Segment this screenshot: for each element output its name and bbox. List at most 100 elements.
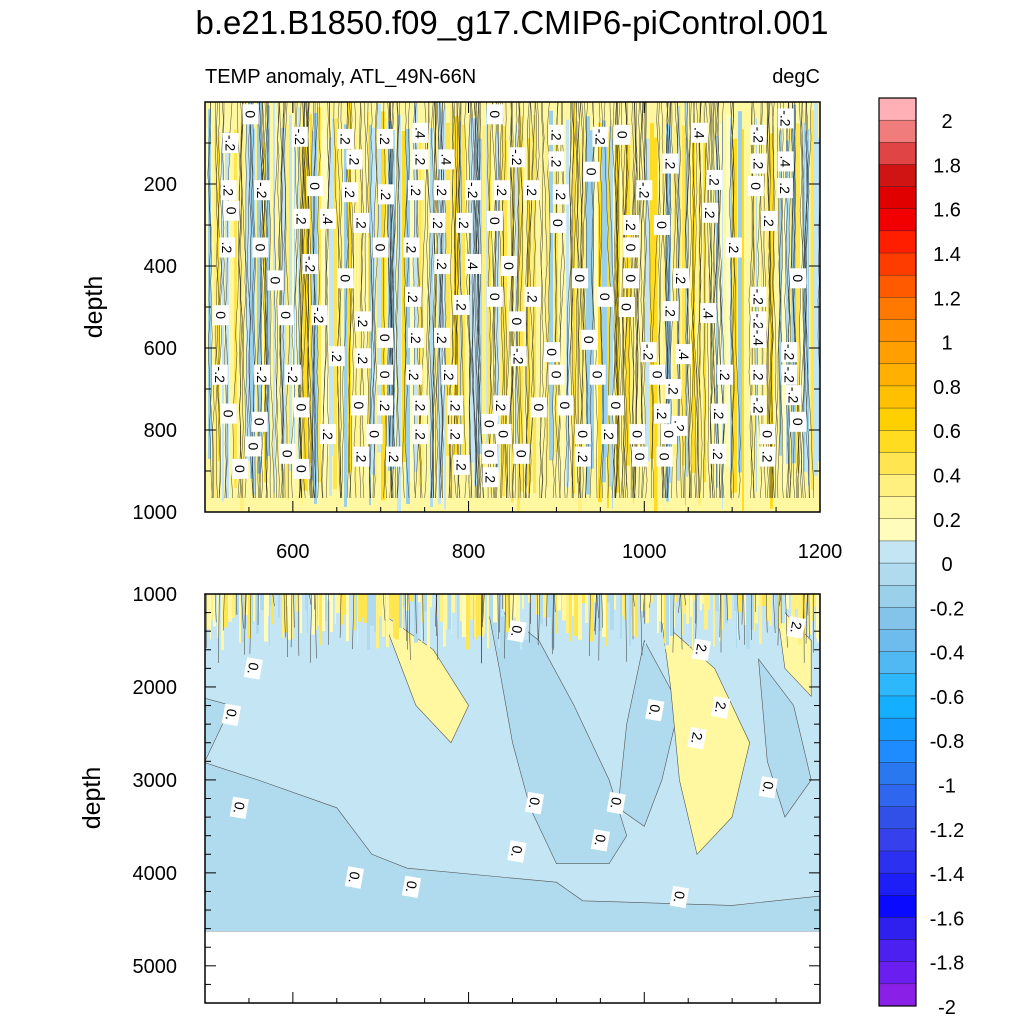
upper-contour-line (804, 102, 810, 499)
upper-field-stripe (458, 116, 460, 474)
upper-field-stripe (505, 140, 507, 482)
lower-field-stripe (300, 594, 302, 633)
upper-contour-line (729, 102, 734, 499)
lower-field-stripe (325, 594, 327, 622)
lower-contour-label-box (243, 657, 263, 680)
colorbar-swatch (878, 872, 917, 896)
upper-contour-label: 0 (596, 286, 613, 307)
upper-field-stripe (275, 133, 278, 453)
upper-contour-label: -.2 (750, 286, 767, 307)
upper-contour-label-text: -.2 (285, 367, 301, 384)
upper-contour-label-box (320, 208, 336, 229)
lower-field-stripe (294, 594, 296, 647)
lower-field-stripe (252, 594, 253, 624)
upper-contour-label-box (510, 346, 527, 367)
upper-contour-label: .2 (377, 395, 394, 416)
upper-contour-label: -.2 (254, 180, 271, 201)
upper-field-stripe (528, 138, 530, 494)
lower-contour-line (680, 594, 683, 650)
lower-contour-label-text: 0. (230, 801, 248, 815)
upper-contour-label-box (486, 104, 503, 125)
lower-contour-line (779, 594, 782, 606)
colorbar-swatch (878, 274, 917, 298)
upper-field-stripe (586, 116, 590, 495)
lower-contour-label: 0. (344, 866, 365, 889)
upper-contour-label: .2 (447, 395, 464, 416)
lower-contour-line (249, 594, 252, 654)
upper-contour-label-text: .2 (404, 242, 420, 254)
upper-contour-line (333, 102, 342, 499)
lower-contour-line (290, 594, 293, 648)
upper-contour-label: 0 (574, 424, 591, 445)
upper-contour-label: 0 (252, 237, 269, 258)
lower-field-stripe (766, 594, 769, 622)
lower-contour-line (297, 594, 300, 656)
colorbar-label: 0.8 (933, 377, 961, 399)
upper-contour-label-text: .2 (663, 158, 679, 170)
upper-contour-label-box (302, 254, 319, 274)
upper-contour-label-box (486, 286, 503, 307)
colorbar-swatch (878, 983, 917, 1007)
upper-x-tick-label: 800 (452, 541, 485, 563)
lower-contour-line (529, 594, 531, 643)
upper-contour-label-box (486, 210, 503, 231)
lower-field-stripe (759, 594, 762, 645)
upper-field-stripe (515, 124, 517, 465)
lower-contour-label-text: 0. (592, 833, 610, 847)
lower-field-stripe (785, 594, 789, 610)
upper-field-stripe (654, 137, 657, 512)
lower-field-stripe (582, 594, 585, 604)
upper-contour-label: .2 (673, 268, 690, 289)
upper-contour-label-box (405, 286, 422, 307)
upper-contour-line (566, 102, 582, 499)
upper-contour-label-box (653, 215, 670, 235)
upper-contour-label: .2 (407, 180, 424, 201)
lower-field-stripe (374, 594, 376, 632)
upper-contour-line (684, 102, 691, 499)
upper-contour-label-box (623, 237, 640, 258)
lower-field-stripe (427, 594, 430, 650)
upper-contour-label: .2 (355, 348, 372, 369)
upper-contour-label-box (548, 124, 565, 145)
lower-x-ticks (248, 992, 821, 1003)
upper-field-stripe (421, 133, 424, 466)
upper-field-stripe (237, 117, 240, 489)
lower-field-stripe (743, 594, 746, 625)
upper-contour-line (384, 102, 392, 499)
upper-contour-label-box (589, 364, 606, 385)
upper-contour-line (589, 102, 596, 499)
upper-field-stripe (326, 139, 329, 457)
upper-contour-label-box (702, 202, 719, 223)
upper-field-stripe (726, 113, 730, 468)
upper-contour-label-text: .2 (377, 133, 393, 145)
colorbar-label: -1.2 (930, 820, 964, 842)
upper-contour-label-box (583, 161, 600, 182)
upper-contour-label-text: 0 (377, 334, 393, 342)
upper-contour-label-text: .2 (412, 400, 428, 412)
upper-field-stripe (385, 118, 388, 484)
upper-contour-label: .2 (750, 153, 767, 174)
upper-contour-label: .2 (623, 215, 640, 235)
upper-field-stripe (337, 113, 338, 455)
upper-contour-label: 0 (550, 212, 567, 233)
lower-field-stripe (322, 594, 325, 632)
upper-field-stripe (332, 118, 333, 456)
upper-contour-label-box (212, 305, 229, 326)
upper-contour-label-box (629, 424, 646, 445)
upper-field-stripe (732, 120, 733, 494)
upper-contour-line (473, 102, 480, 499)
upper-contour-label: -.2 (311, 305, 328, 326)
upper-contour-label: -.2 (291, 126, 308, 147)
colorbar-swatch (878, 651, 917, 675)
upper-contour-label-box (572, 268, 589, 289)
lower-field-stripe (737, 594, 738, 639)
lower-field-stripe (217, 594, 219, 638)
lower-contour-label-box (758, 776, 778, 799)
lower-field-stripe (335, 594, 336, 625)
lower-negative-region (758, 658, 812, 818)
upper-contour-line (717, 102, 725, 499)
upper-contour-label-box (717, 364, 734, 385)
upper-field-stripe (470, 118, 474, 463)
lower-warm-region (661, 621, 751, 855)
upper-contour-line (212, 102, 219, 499)
